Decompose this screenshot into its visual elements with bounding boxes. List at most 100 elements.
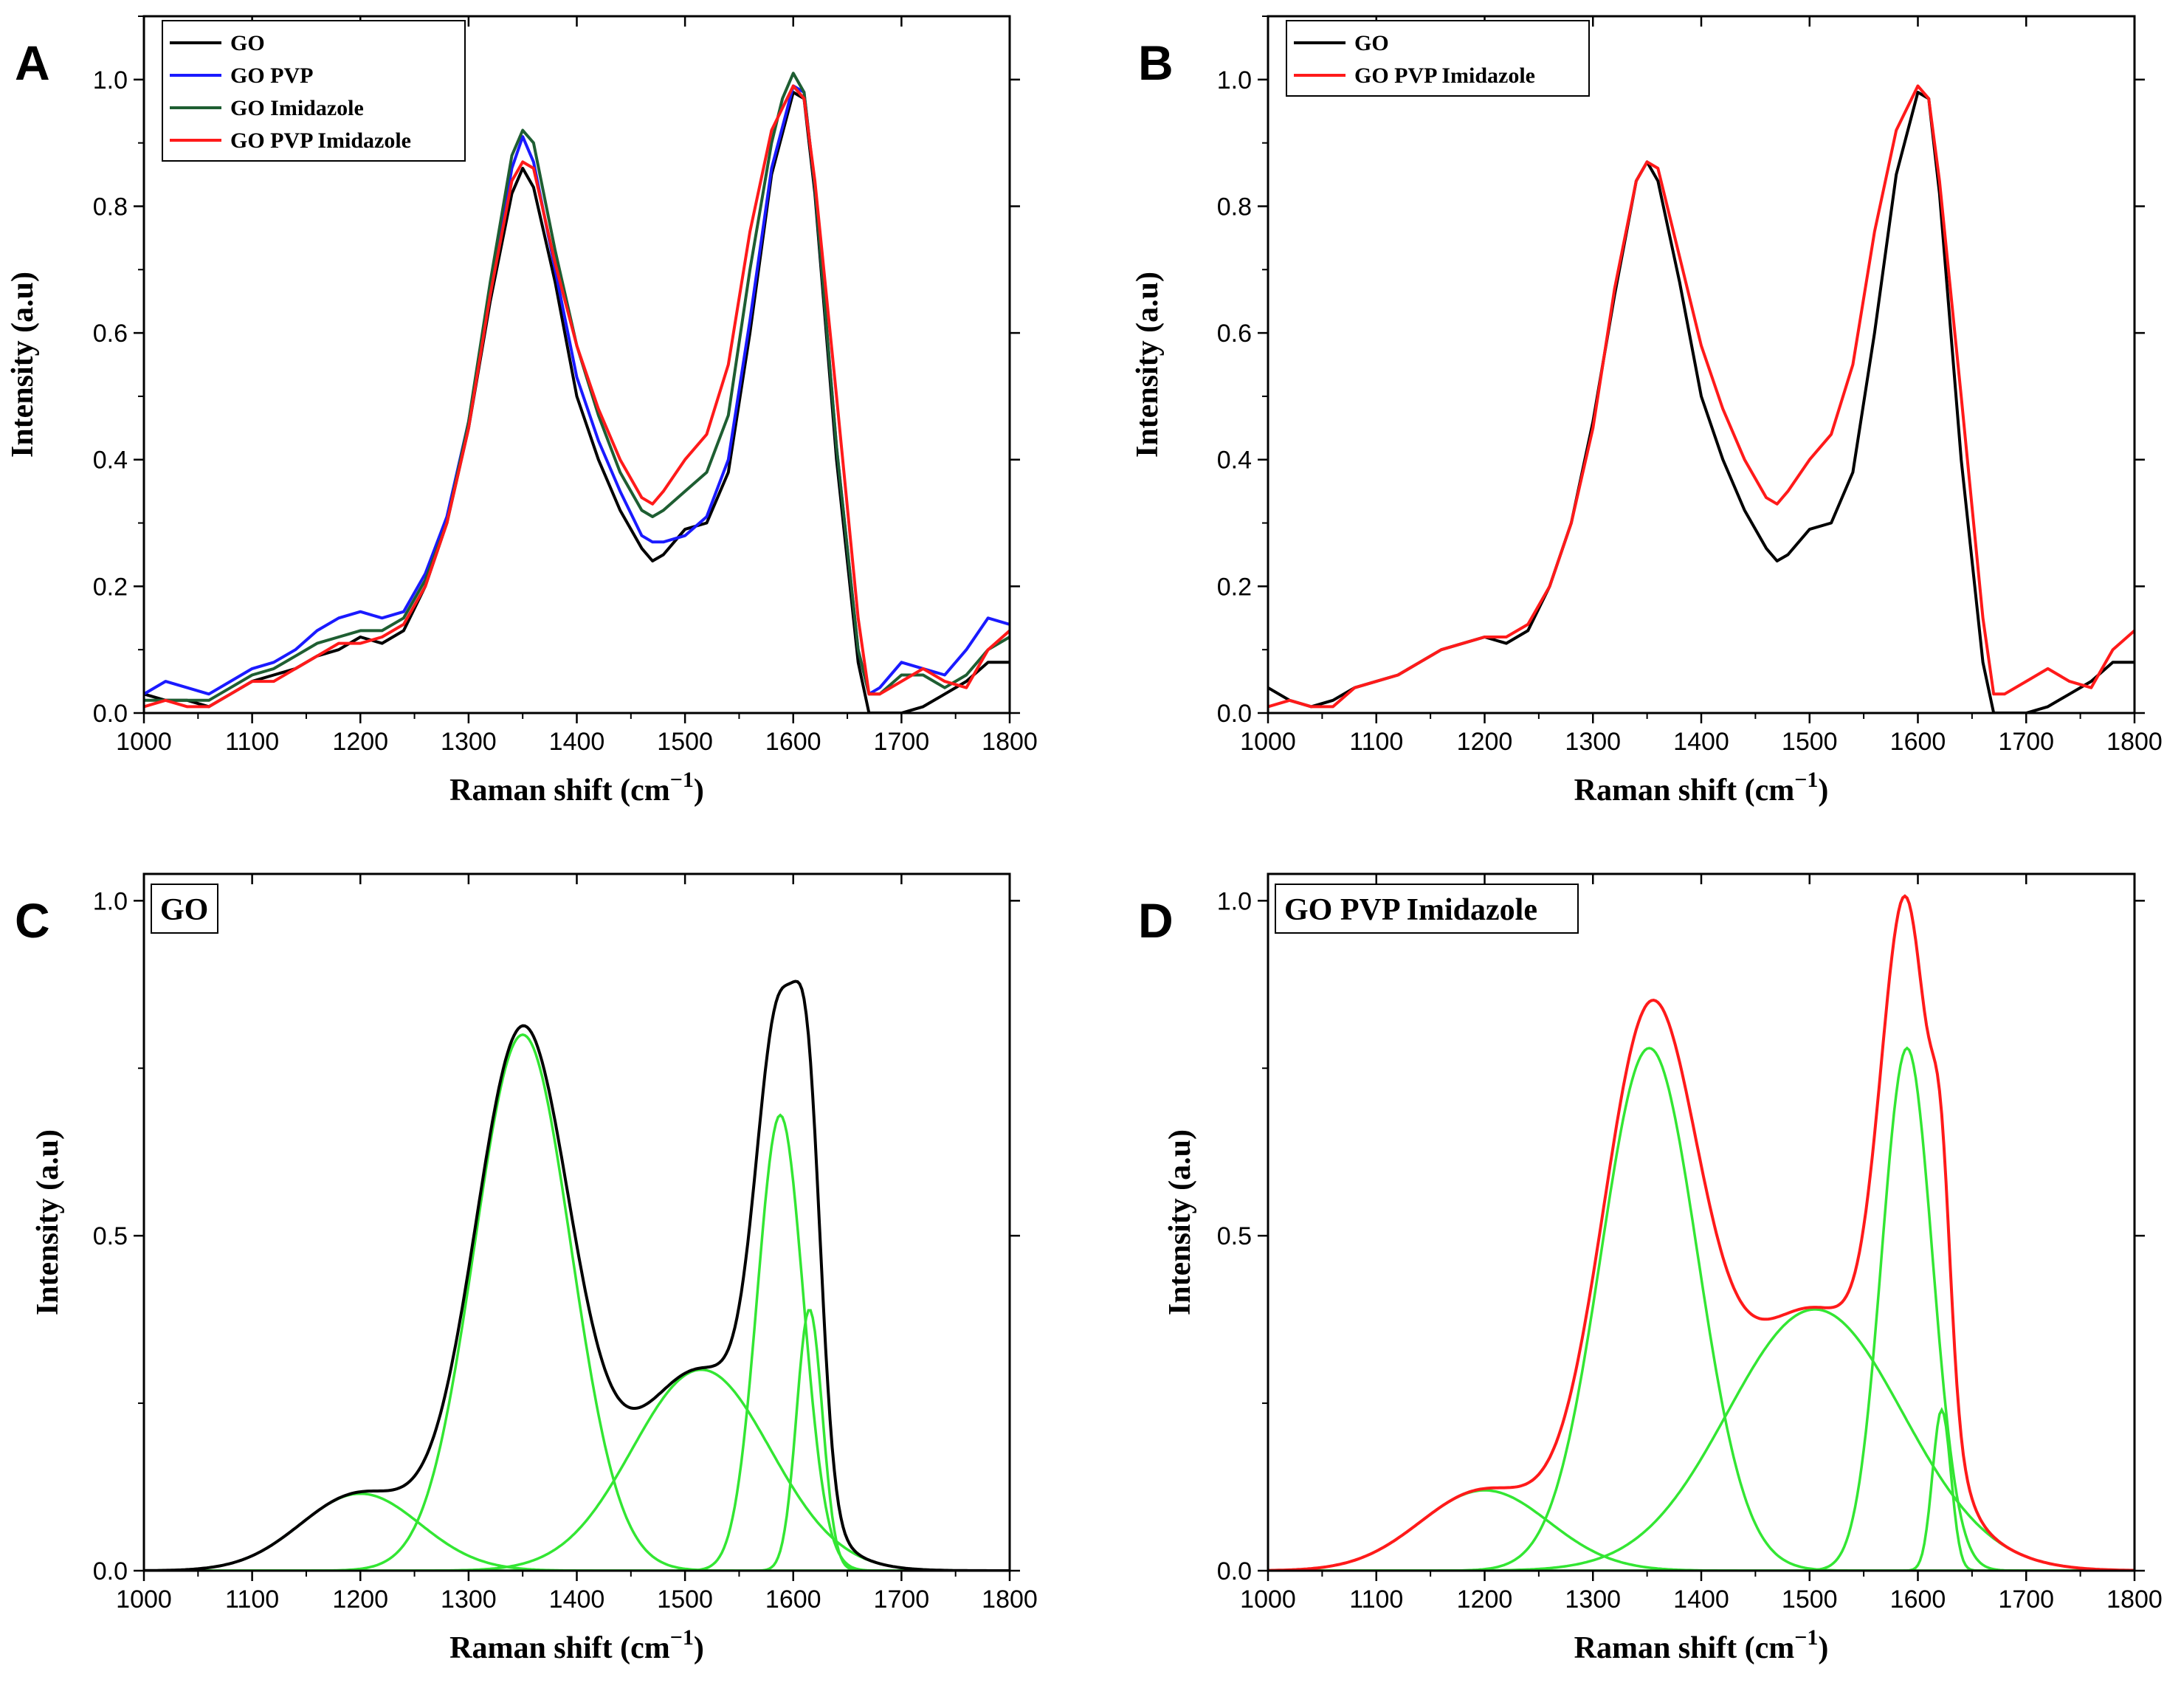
x-axis-title: Raman shift (cm−1) [1574, 768, 1829, 807]
panel-letter: A [15, 35, 50, 90]
legend-label: GO PVP Imidazole [1354, 63, 1535, 88]
plot-frame [142, 872, 1011, 1572]
fit-peak-4 [144, 1113, 1010, 1571]
legend: GO GO PVP GO Imidazole GO PVP Imidazole [162, 20, 466, 162]
fit-envelope [144, 979, 1010, 1571]
x-axis-title-main: Raman shift (cm [1574, 1631, 1795, 1665]
y-tick-label: 1.0 [1217, 66, 1252, 94]
legend-label: GO Imidazole [230, 96, 364, 120]
legend: GO GO PVP Imidazole [1286, 20, 1590, 97]
x-tick-label: 1100 [225, 1585, 279, 1614]
x-tick-label: 1200 [332, 1585, 388, 1614]
y-tick-label: 0.8 [1217, 193, 1252, 221]
legend-label: GO [1354, 31, 1389, 55]
x-tick-label: 1500 [1782, 1585, 1838, 1614]
y-tick-label: 0.0 [93, 700, 128, 728]
fit-envelope [1268, 894, 2135, 1571]
series-line-go-pvp-imidazole [144, 84, 1010, 709]
x-tick-label: 1400 [1673, 728, 1729, 756]
series-line-go [144, 91, 1010, 713]
y-tick-label: 0.5 [1217, 1222, 1252, 1250]
panel-D: D 1000 1100 1200 1300 1400 1500 1600 1700 1800 0.0… [1138, 872, 2163, 1665]
x-axis-title-close: ) [694, 1631, 704, 1665]
fit-peak-3 [1268, 1308, 2135, 1571]
fit-peak-3 [144, 1368, 1010, 1571]
x-tick-label: 1500 [657, 1585, 713, 1614]
x-tick-label: 1000 [1240, 1585, 1296, 1614]
x-axis-title: Raman shift (cm−1) [449, 1625, 704, 1665]
x-tick-label: 1600 [765, 728, 821, 756]
y-tick-label: 0.6 [93, 320, 128, 348]
plot-frame [142, 15, 1011, 714]
y-tick-label: 0.2 [93, 573, 128, 601]
x-tick-label: 1400 [549, 1585, 605, 1614]
sample-label-box [1275, 884, 1579, 934]
sample-label-text: GO PVP Imidazole [1284, 893, 1537, 927]
x-tick-label: 1600 [1890, 1585, 1946, 1614]
x-tick-label: 1200 [1457, 1585, 1513, 1614]
x-tick-label: 1700 [874, 1585, 930, 1614]
x-tick-label: 1400 [549, 728, 605, 756]
y-tick-label: 0.4 [93, 447, 128, 475]
series-line-go [1268, 91, 2135, 713]
x-axis-title-close: ) [694, 774, 704, 807]
x-axis-title-main: Raman shift (cm [449, 1631, 670, 1665]
panel-letter: C [15, 893, 50, 948]
panel-C: C 1000 1100 1200 1300 1400 1500 1600 1700 1800 0.0… [15, 872, 1038, 1665]
x-tick-label: 1200 [1457, 728, 1513, 756]
x-tick-label: 1600 [1890, 728, 1946, 756]
y-axis-title: Intensity (a.u) [1131, 272, 1165, 458]
x-tick-label: 1600 [765, 1585, 821, 1614]
x-axis-title: Raman shift (cm−1) [1574, 1625, 1829, 1665]
x-tick-label: 1400 [1673, 1585, 1729, 1614]
fit-peak-2 [1268, 1047, 2135, 1571]
x-tick-label: 1300 [441, 728, 497, 756]
x-tick-label: 1800 [2106, 728, 2163, 756]
x-tick-label: 1700 [1998, 1585, 2054, 1614]
x-axis-title-sup: −1 [1794, 768, 1818, 792]
fit-peak-2 [144, 1033, 1010, 1571]
y-tick-label: 0.0 [93, 1557, 128, 1585]
x-tick-label: 1000 [116, 1585, 172, 1614]
sample-label: GO [151, 884, 218, 934]
legend-label: GO [230, 31, 265, 55]
plot-area [144, 72, 1010, 713]
sample-label-text: GO [160, 893, 208, 927]
series-line-go-pvp-imidazole [1268, 84, 2135, 709]
fit-peak-4 [1268, 1046, 2135, 1571]
y-axis-title: Intensity (a.u) [6, 272, 40, 458]
panel-letter: D [1138, 893, 1174, 948]
y-tick-label: 0.5 [93, 1222, 128, 1250]
plot-area [1268, 84, 2135, 713]
legend-label: GO PVP [230, 63, 314, 88]
panel-B: B 1000 1100 1200 1300 1400 1500 1600 1700 1800 0.0… [1131, 15, 2163, 807]
x-tick-label: 1800 [982, 728, 1038, 756]
plot-area [144, 979, 1010, 1571]
panel-A: A 1000 1100 1200 1300 1400 1500 1600 1700 1800 0.0… [6, 15, 1038, 807]
plot-area [1268, 894, 2135, 1571]
x-axis-title: Raman shift (cm−1) [449, 768, 704, 807]
x-tick-label: 1200 [332, 728, 388, 756]
y-tick-label: 0.4 [1217, 447, 1252, 475]
x-tick-label: 1000 [1240, 728, 1296, 756]
y-axis-title: Intensity (a.u) [31, 1129, 65, 1315]
x-tick-label: 1100 [225, 728, 279, 756]
sample-label: GO PVP Imidazole [1275, 884, 1579, 934]
y-tick-label: 0.2 [1217, 573, 1252, 601]
sample-label-box [151, 884, 218, 934]
y-tick-label: 0.8 [93, 193, 128, 221]
x-tick-label: 1000 [116, 728, 172, 756]
x-tick-label: 1500 [1782, 728, 1838, 756]
x-tick-label: 1700 [1998, 728, 2054, 756]
x-tick-label: 1300 [1565, 1585, 1621, 1614]
x-tick-label: 1500 [657, 728, 713, 756]
y-tick-label: 1.0 [93, 887, 128, 915]
x-tick-label: 1700 [874, 728, 930, 756]
x-axis-title-close: ) [1818, 1631, 1828, 1665]
y-tick-label: 0.0 [1217, 700, 1252, 728]
plot-frame [1267, 872, 2136, 1572]
x-tick-label: 1800 [2106, 1585, 2163, 1614]
legend-label: GO PVP Imidazole [230, 128, 411, 153]
x-axis-title-sup: −1 [670, 768, 694, 792]
